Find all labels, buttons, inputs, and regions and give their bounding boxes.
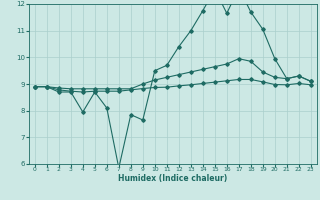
X-axis label: Humidex (Indice chaleur): Humidex (Indice chaleur) [118, 174, 228, 183]
